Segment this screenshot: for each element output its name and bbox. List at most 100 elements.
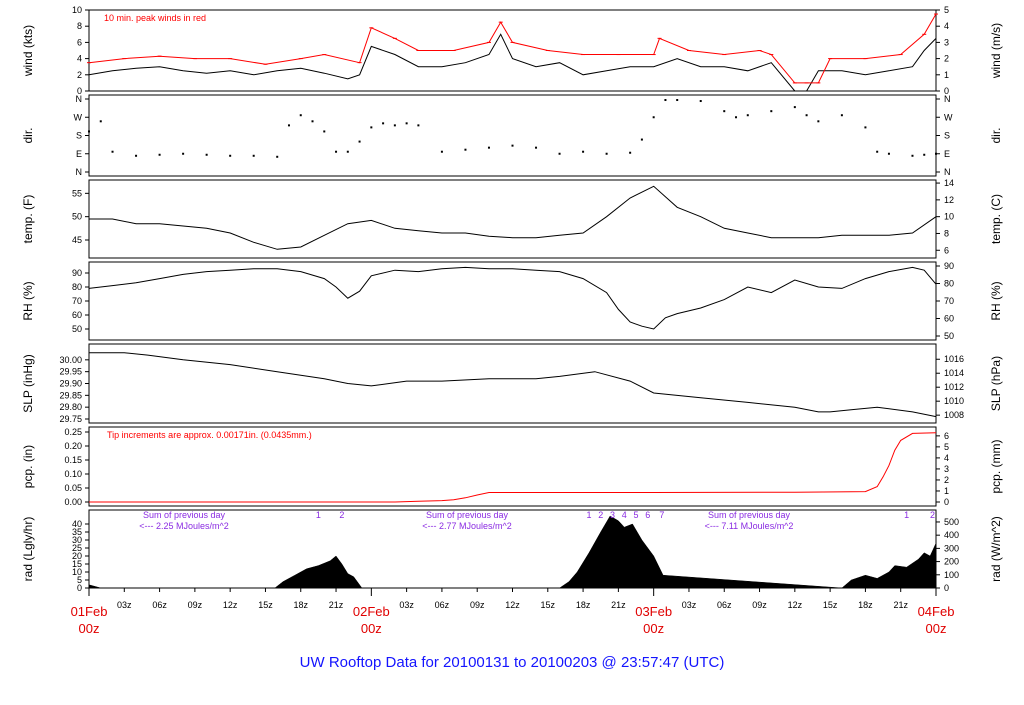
right-tick-label: 200	[944, 557, 959, 567]
left-tick-label: 80	[72, 282, 82, 292]
top-marker: 5	[634, 510, 639, 520]
hour-label: 06z	[717, 600, 732, 610]
right-axis-label: pcp. (mm)	[989, 439, 1003, 493]
data-point	[311, 120, 314, 123]
time-axis: 03z 06z 09z 12z 15z 18z 21z 03z 06z 09z 12z 15z 18z 2…	[71, 587, 955, 636]
right-tick-label: 500	[944, 517, 959, 527]
data-point	[935, 152, 937, 155]
right-tick-label: 1	[944, 486, 949, 496]
right-tick-label: 1014	[944, 368, 964, 378]
right-tick-label: 400	[944, 530, 959, 540]
top-marker: 2	[598, 510, 603, 520]
left-tick-label: 70	[72, 296, 82, 306]
left-tick-label: 29.80	[59, 402, 82, 412]
hour-label: 03z	[682, 600, 697, 610]
right-tick-label: 6	[944, 245, 949, 255]
left-tick-label: 0.10	[64, 469, 82, 479]
data-point	[182, 152, 185, 155]
data-point	[382, 122, 385, 125]
series-line	[89, 352, 937, 418]
left-tick-label: 2	[77, 70, 82, 80]
right-axis-label: wind (m/s)	[989, 23, 1003, 79]
top-marker: 1	[316, 510, 321, 520]
hour-label: 06z	[435, 600, 450, 610]
left-tick-label: 29.75	[59, 414, 82, 424]
left-tick-label: 0	[77, 583, 82, 593]
data-point	[252, 154, 255, 157]
left-axis-label: wind (kts)	[21, 25, 35, 77]
right-tick-label: 8	[944, 228, 949, 238]
data-point	[511, 144, 514, 147]
right-tick-label: 90	[944, 261, 954, 271]
left-tick-label: 29.90	[59, 379, 82, 389]
left-tick-label: 0.00	[64, 497, 82, 507]
left-tick-label: 10	[72, 567, 82, 577]
right-tick-label: 70	[944, 296, 954, 306]
series-line	[88, 266, 937, 330]
right-axis-label: temp. (C)	[989, 194, 1003, 244]
data-point	[440, 150, 443, 153]
left-axis-label: dir.	[21, 127, 35, 143]
right-tick-label: S	[944, 131, 950, 141]
right-tick-label: N	[944, 167, 951, 177]
data-point	[535, 146, 538, 149]
data-point	[158, 153, 161, 156]
data-point	[793, 106, 796, 109]
left-tick-label: N	[76, 94, 83, 104]
left-tick-label: 29.85	[59, 390, 82, 400]
hour-label: 06z	[152, 600, 167, 610]
left-tick-label: 0.25	[64, 427, 82, 437]
top-marker: 3	[610, 510, 615, 520]
left-tick-label: N	[76, 167, 83, 177]
left-tick-label: 8	[77, 21, 82, 31]
left-tick-label: 5	[77, 575, 82, 585]
right-tick-label: 80	[944, 279, 954, 289]
data-point	[393, 124, 396, 127]
left-tick-label: 15	[72, 559, 82, 569]
right-axis-label: rad (W/m^2)	[989, 516, 1003, 582]
hour-label: 09z	[752, 600, 767, 610]
right-tick-label: 1	[944, 70, 949, 80]
day-hour-label: 00z	[361, 621, 382, 636]
right-tick-label: 0	[944, 497, 949, 507]
right-tick-label: 1010	[944, 396, 964, 406]
right-tick-label: 4	[944, 453, 949, 463]
data-point	[911, 154, 914, 157]
summary-line-1: Sum of previous day	[426, 510, 509, 520]
data-point	[864, 126, 867, 129]
top-marker: 1	[586, 510, 591, 520]
data-point	[417, 124, 420, 127]
data-point	[923, 153, 926, 156]
hour-label: 15z	[823, 600, 838, 610]
data-point	[735, 116, 738, 119]
right-tick-label: W	[944, 112, 953, 122]
left-tick-label: 60	[72, 310, 82, 320]
data-point	[88, 130, 90, 133]
panel-wind: 0 2 4 6 8 10 0 1 2 3 4 5 wind (kts) wind (m/s) 10 min.…	[21, 5, 1003, 96]
right-tick-label: 1016	[944, 354, 964, 364]
right-tick-label: 300	[944, 543, 959, 553]
right-tick-label: 3	[944, 464, 949, 474]
panel-frame	[88, 94, 937, 177]
data-point	[558, 152, 561, 155]
right-tick-label: 6	[944, 431, 949, 441]
data-point	[335, 150, 338, 153]
data-point	[99, 120, 102, 123]
data-point	[605, 152, 608, 155]
left-tick-label: 10	[72, 5, 82, 15]
chart-title: UW Rooftop Data for 20100131 to 20100203…	[300, 654, 725, 671]
summary-line-2: <--- 2.77 MJoules/m^2	[422, 521, 512, 531]
data-point	[640, 138, 643, 141]
right-tick-label: 0	[944, 86, 949, 96]
day-label: 04Feb	[918, 604, 955, 619]
top-marker: 4	[622, 510, 627, 520]
summary-line-2: <--- 2.25 MJoules/m^2	[139, 521, 229, 531]
right-tick-label: 4	[944, 21, 949, 31]
left-tick-label: S	[76, 131, 82, 141]
left-tick-label: 40	[72, 519, 82, 529]
top-marker: 2	[930, 510, 935, 520]
data-point	[370, 126, 373, 129]
right-axis-label: dir.	[989, 127, 1003, 143]
